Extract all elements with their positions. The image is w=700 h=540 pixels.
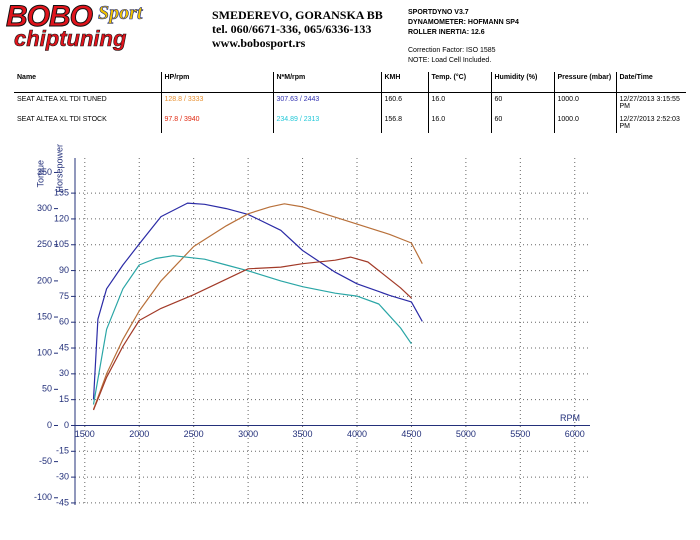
y2-axis-title: Horsepower — [54, 144, 64, 193]
note-line: Correction Factor: ISO 1585 — [408, 47, 496, 54]
x-tick-label: 1500 — [75, 429, 95, 439]
x-tick-label: 5500 — [510, 429, 530, 439]
y2-tick-label: 30 — [59, 368, 69, 378]
table-cell: 60 — [490, 113, 554, 133]
dyno-info: SPORTDYNO V3.7 DYNAMOMETER: HOFMANN SP4 … — [408, 8, 519, 38]
address-line: www.bobosport.rs — [212, 36, 306, 50]
table-cell: 16.0 — [427, 92, 491, 113]
column-header: KMH — [380, 72, 428, 93]
column-header: Name — [14, 72, 161, 93]
table-body: SEAT ALTEA XL TDI TUNED 128.8 / 3333 307.6… — [14, 92, 686, 133]
column-header: HP/rpm — [160, 72, 273, 93]
y2-tick-label: 15 — [59, 394, 69, 404]
y-tick-label: 150 — [37, 311, 52, 321]
address-line: SMEDEREVO, GORANSKA BB — [212, 8, 383, 22]
table-cell: SEAT ALTEA XL TDI TUNED — [17, 96, 107, 103]
y2-tick-label: 90 — [59, 265, 69, 275]
x-tick-label: 3000 — [238, 429, 258, 439]
results-table: Name HP/rpm N*M/rpm KMH Temp. (°C) Humidity (… — [14, 72, 686, 133]
address: SMEDEREVO, GORANSKA BB tel. 060/6671-336… — [212, 8, 383, 50]
table-cell: 1000.0 — [553, 92, 616, 113]
table-cell: 16.0 — [427, 113, 491, 133]
x-tick-label: 5000 — [456, 429, 476, 439]
table-cell: 12/27/2013 2:52:03 PM — [615, 113, 686, 133]
table-cell: SEAT ALTEA XL TDI STOCK — [17, 116, 107, 123]
y-tick-label: 100 — [37, 348, 52, 358]
table-cell: 12/27/2013 3:15:55 PM — [615, 92, 686, 113]
notes: Correction Factor: ISO 1585 NOTE: Load C… — [408, 46, 496, 66]
column-header: N*M/rpm — [272, 72, 381, 93]
y2-tick-label: 45 — [59, 342, 69, 352]
logo-tagline: chiptuning — [14, 26, 127, 52]
address-line: tel. 060/6671-336, 065/6336-133 — [212, 22, 372, 36]
table-row: SEAT ALTEA XL TDI STOCK 97.8 / 3940 234.89… — [14, 113, 686, 133]
y2-tick-label: 0 — [64, 420, 69, 430]
logo-script: Sport — [98, 2, 143, 25]
y2-tick-label: -45 — [56, 497, 69, 507]
dyno-line: DYNAMOMETER: HOFMANN SP4 — [408, 19, 519, 26]
y2-tick-label: -30 — [56, 471, 69, 481]
y-tick-label: 350 — [37, 167, 52, 177]
curve — [92, 256, 412, 411]
curve — [92, 255, 412, 405]
y2-tick-label: 120 — [54, 213, 69, 223]
y-tick-label: -50 — [39, 456, 52, 466]
column-header: Pressure (mbar) — [553, 72, 616, 93]
x-tick-label: 4000 — [347, 429, 367, 439]
y2-tick-label: 135 — [54, 187, 69, 197]
table-cell: 307.63 / 2443 — [272, 92, 381, 113]
table-cell: 156.8 — [380, 113, 428, 133]
column-header: Date/Time — [615, 72, 686, 93]
table-cell: 60 — [490, 92, 554, 113]
y2-tick-label: -15 — [56, 446, 69, 456]
table-row: SEAT ALTEA XL TDI TUNED 128.8 / 3333 307.6… — [14, 92, 686, 113]
x-tick-label: 3500 — [293, 429, 313, 439]
y2-tick-label: 105 — [54, 239, 69, 249]
y-tick-label: 250 — [37, 239, 52, 249]
logo-brand: BOBO — [6, 0, 94, 34]
table-cell: 234.89 / 2313 — [272, 113, 381, 133]
y2-tick-label: 75 — [59, 291, 69, 301]
y-tick-label: 0 — [47, 420, 52, 430]
y-tick-label: 50 — [42, 384, 52, 394]
table-cell: 1000.0 — [553, 113, 616, 133]
y-tick-label: -100 — [34, 492, 52, 502]
x-tick-label: 2000 — [129, 429, 149, 439]
x-axis-title: RPM — [560, 413, 580, 423]
curve — [92, 202, 423, 400]
dyno-line: ROLLER INERTIA: 12.6 — [408, 29, 485, 36]
x-tick-label: 4500 — [401, 429, 421, 439]
x-tick-label: 2500 — [184, 429, 204, 439]
table-cell: 160.6 — [380, 92, 428, 113]
x-tick-label: 6000 — [565, 429, 585, 439]
column-header: Temp. (°C) — [427, 72, 491, 93]
header-row: Name HP/rpm N*M/rpm KMH Temp. (°C) Humidity (… — [14, 72, 686, 93]
y-tick-label: 300 — [37, 203, 52, 213]
y2-tick-label: 60 — [59, 317, 69, 327]
table-cell: 97.8 / 3940 — [160, 113, 273, 133]
column-header: Humidity (%) — [490, 72, 554, 93]
note-line: NOTE: Load Cell Included. — [408, 57, 492, 64]
dyno-line: SPORTDYNO V3.7 — [408, 9, 469, 16]
curve — [92, 203, 423, 410]
y-axis-title: Torque — [35, 160, 45, 188]
y-tick-label: 200 — [37, 275, 52, 285]
table-cell: 128.8 / 3333 — [160, 92, 273, 113]
